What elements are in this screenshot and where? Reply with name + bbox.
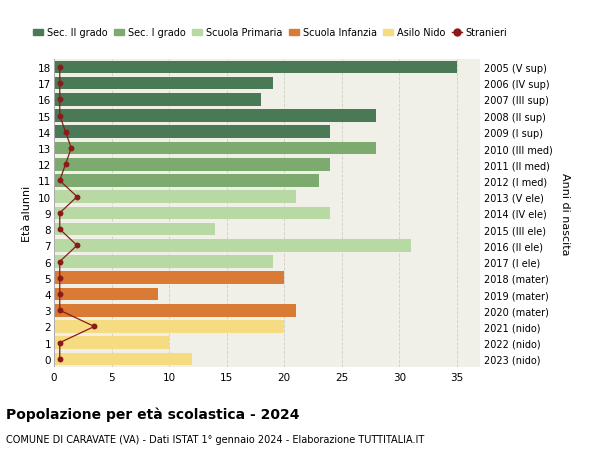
Bar — [54, 256, 273, 269]
Point — [67, 145, 76, 152]
Point — [55, 339, 65, 347]
Bar — [54, 94, 261, 106]
Point — [61, 129, 70, 136]
Point — [55, 307, 65, 314]
Point — [55, 112, 65, 120]
Bar — [54, 191, 296, 203]
Point — [89, 323, 99, 330]
Bar — [54, 272, 284, 285]
Text: COMUNE DI CARAVATE (VA) - Dati ISTAT 1° gennaio 2024 - Elaborazione TUTTITALIA.I: COMUNE DI CARAVATE (VA) - Dati ISTAT 1° … — [6, 434, 424, 444]
Point — [55, 355, 65, 363]
Point — [55, 258, 65, 266]
Point — [72, 242, 82, 250]
Point — [55, 274, 65, 282]
Bar — [54, 320, 284, 333]
Point — [55, 291, 65, 298]
Bar — [54, 78, 273, 90]
Point — [72, 194, 82, 201]
Point — [55, 226, 65, 233]
Bar — [54, 158, 331, 171]
Bar — [54, 126, 331, 139]
Bar — [54, 62, 457, 74]
Point — [55, 177, 65, 185]
Bar — [54, 142, 376, 155]
Bar — [54, 304, 296, 317]
Point — [61, 161, 70, 168]
Bar — [54, 110, 376, 123]
Y-axis label: Anni di nascita: Anni di nascita — [560, 172, 569, 255]
Legend: Sec. II grado, Sec. I grado, Scuola Primaria, Scuola Infanzia, Asilo Nido, Stran: Sec. II grado, Sec. I grado, Scuola Prim… — [29, 24, 511, 42]
Point — [55, 80, 65, 88]
Bar — [54, 207, 331, 220]
Bar — [54, 288, 158, 301]
Bar — [54, 224, 215, 236]
Text: Popolazione per età scolastica - 2024: Popolazione per età scolastica - 2024 — [6, 406, 299, 421]
Bar — [54, 353, 192, 365]
Bar — [54, 336, 169, 349]
Y-axis label: Età alunni: Età alunni — [22, 185, 32, 241]
Point — [55, 64, 65, 72]
Bar — [54, 240, 411, 252]
Point — [55, 210, 65, 217]
Point — [55, 96, 65, 104]
Bar — [54, 175, 319, 187]
